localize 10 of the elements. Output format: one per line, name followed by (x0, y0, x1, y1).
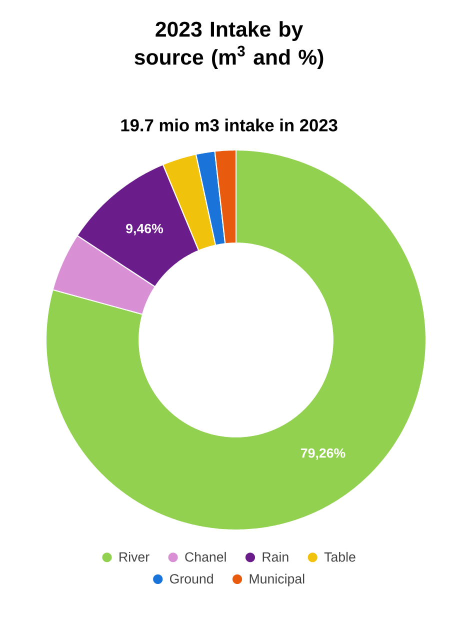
data-label: 9,46% (126, 224, 164, 236)
legend-label: Table (324, 552, 356, 562)
legend-label: Rain (262, 552, 288, 562)
legend-label: Chanel (185, 552, 226, 562)
legend-label: Ground (170, 574, 213, 584)
legend-label: River (120, 552, 150, 562)
chart-title: 2023 Intake by source (m$^{3}$ and %) (134, 21, 324, 70)
data-label: 79,26% (300, 448, 346, 460)
legend-label: Municipal (250, 574, 304, 586)
chart-subtitle: 19.7 mio m3 intake in 2023 (121, 118, 338, 132)
